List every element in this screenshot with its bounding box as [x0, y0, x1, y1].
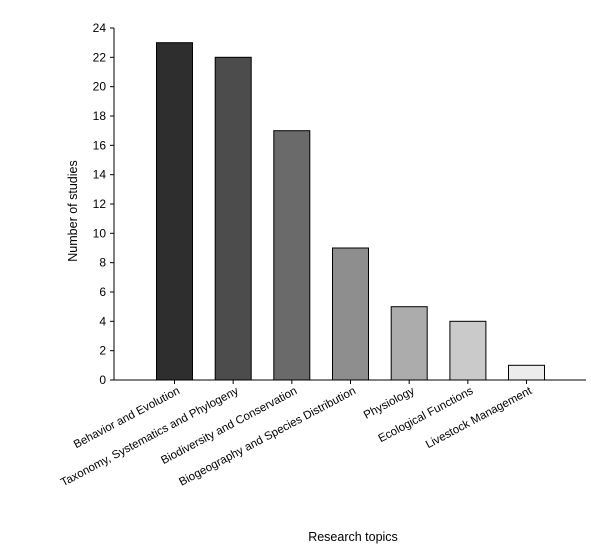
y-tick-label: 2	[99, 344, 106, 358]
x-ticks-group	[174, 380, 528, 384]
y-tick-label: 12	[93, 197, 107, 211]
y-tick-label: 24	[93, 21, 107, 35]
bar	[508, 364, 545, 381]
bars-group	[156, 42, 545, 381]
y-tick-label: 18	[93, 109, 107, 123]
x-tick-label: Physiology	[362, 385, 417, 422]
y-tick-label: 20	[93, 80, 107, 94]
y-tick-label: 8	[99, 256, 106, 270]
bar	[332, 247, 369, 381]
x-axis-title: Research topics	[308, 530, 398, 544]
bar	[273, 130, 311, 381]
y-tick-label: 22	[93, 50, 107, 64]
y-axis-title: Number of studies	[66, 160, 80, 261]
x-tick-label: Livestock Management	[424, 385, 535, 451]
y-tick-label: 10	[93, 226, 107, 240]
y-tick-label: 16	[93, 138, 107, 152]
y-tick-label: 6	[99, 285, 106, 299]
y-tick-label: 14	[93, 168, 107, 182]
x-tick-label: Ecological Functions	[376, 385, 475, 445]
bar	[390, 306, 428, 381]
y-tick-label: 0	[99, 373, 106, 387]
y-tick-label: 4	[99, 314, 106, 328]
bar	[214, 56, 252, 381]
bar	[449, 320, 487, 381]
x-tick-label: Behavior and Evolution	[72, 385, 182, 451]
bar	[156, 42, 193, 381]
